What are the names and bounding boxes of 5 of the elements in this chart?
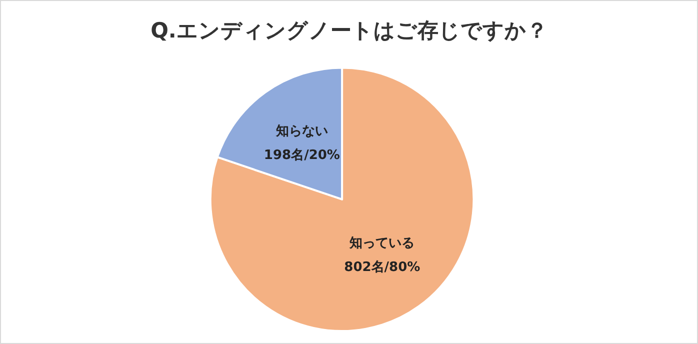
slice-label: 知らない [274,124,328,139]
chart-title: Q.エンディングノートはご存じですか？ [150,18,548,42]
data-label: 802名/80% [344,260,420,275]
slice-label: 知っている [348,236,415,251]
data-label: 198名/20% [264,148,340,163]
